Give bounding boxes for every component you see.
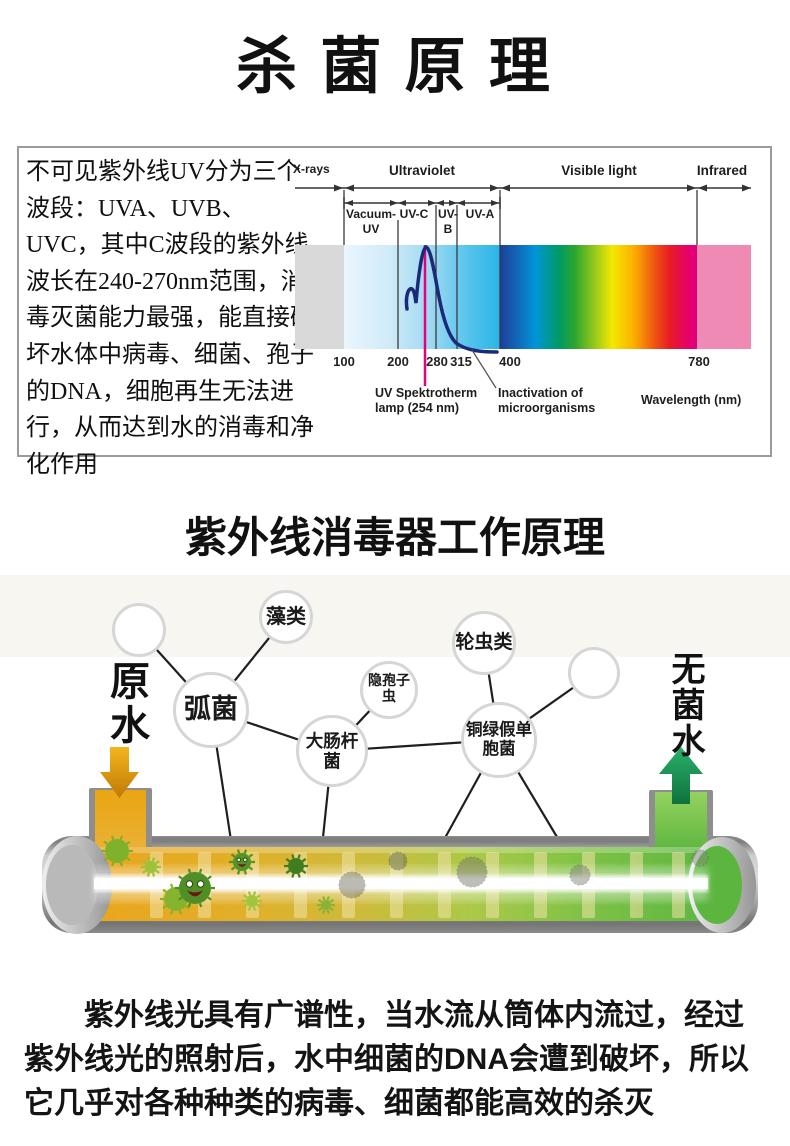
sterilizer-diagram: 藻类 弧菌 隐孢子虫 大肠杆菌 轮虫类 铜绿假单胞菌 原水 无菌水 bbox=[0, 575, 790, 970]
bubble-empty-left bbox=[112, 603, 166, 657]
wavelength-axis-caption: Wavelength (nm) bbox=[641, 393, 742, 407]
bubble-empty-right bbox=[568, 647, 620, 699]
infrared-band bbox=[697, 245, 751, 349]
sterile-water-label: 无菌水 bbox=[666, 651, 703, 759]
uv-spectrum-diagram: X-rays Ultraviolet Visible light Infrare… bbox=[289, 156, 767, 451]
lamp-caption: UV Spektrotherm lamp (254 nm) bbox=[375, 386, 478, 416]
tick-780: 780 bbox=[688, 354, 710, 369]
footer-paragraph: 紫外线光具有广谱性，当水流从筒体内流过，经过紫外线光的照射后，水中细菌的DNA会… bbox=[24, 999, 749, 1120]
tick-280: 280 bbox=[426, 354, 448, 369]
lamp-spectrum-curve bbox=[404, 245, 499, 354]
working-principle-title: 紫外线消毒器工作原理 bbox=[184, 516, 605, 562]
bubble-rotifers: 轮虫类 bbox=[452, 611, 516, 675]
subband-uv-b: UV-B bbox=[437, 207, 458, 236]
visible-light-band bbox=[500, 245, 697, 349]
tick-200: 200 bbox=[387, 354, 409, 369]
spectrum-region-ultraviolet: Ultraviolet bbox=[388, 163, 456, 178]
bubble-algae: 藻类 bbox=[259, 590, 313, 644]
tick-100: 100 bbox=[333, 354, 355, 369]
spectrum-region-xrays: X-rays bbox=[293, 162, 330, 176]
bubble-vibrio: 弧菌 bbox=[173, 672, 249, 748]
bubble-cryptosporidium: 隐孢子虫 bbox=[360, 661, 418, 719]
uv-lamp bbox=[94, 878, 708, 889]
bubble-pseudomonas: 铜绿假单胞菌 bbox=[461, 702, 537, 778]
inlet-arrow-down-icon bbox=[100, 747, 139, 798]
outlet-arrow-up-icon bbox=[659, 747, 703, 804]
uv-description-text: 不可见紫外线UV分为三个波段：UVA、UVB、UVC，其中C波段的紫外线波长在2… bbox=[26, 159, 314, 478]
bubble-ecoli: 大肠杆菌 bbox=[296, 715, 368, 787]
inactivation-caption: Inactivation of microorganisms bbox=[498, 386, 596, 416]
uv-info-box: 不可见紫外线UV分为三个波段：UVA、UVB、UVC，其中C波段的紫外线波长在2… bbox=[17, 146, 772, 478]
xray-band bbox=[295, 245, 344, 349]
spectrum-region-visible: Visible light bbox=[561, 163, 637, 178]
tick-400: 400 bbox=[499, 354, 521, 369]
page-title: 杀 菌 原 理 bbox=[236, 34, 554, 101]
spectrum-lines bbox=[295, 184, 751, 389]
subband-vacuum-uv: Vacuum-UV bbox=[345, 207, 396, 236]
raw-water-label: 原水 bbox=[104, 660, 149, 748]
tick-315: 315 bbox=[450, 354, 472, 369]
subband-uv-a: UV-A bbox=[465, 207, 495, 221]
sterilizer-tube-graphic bbox=[42, 616, 758, 934]
spectrum-region-infrared: Infrared bbox=[696, 163, 748, 178]
germ-icons bbox=[101, 835, 709, 915]
subband-uv-c: UV-C bbox=[399, 207, 429, 221]
